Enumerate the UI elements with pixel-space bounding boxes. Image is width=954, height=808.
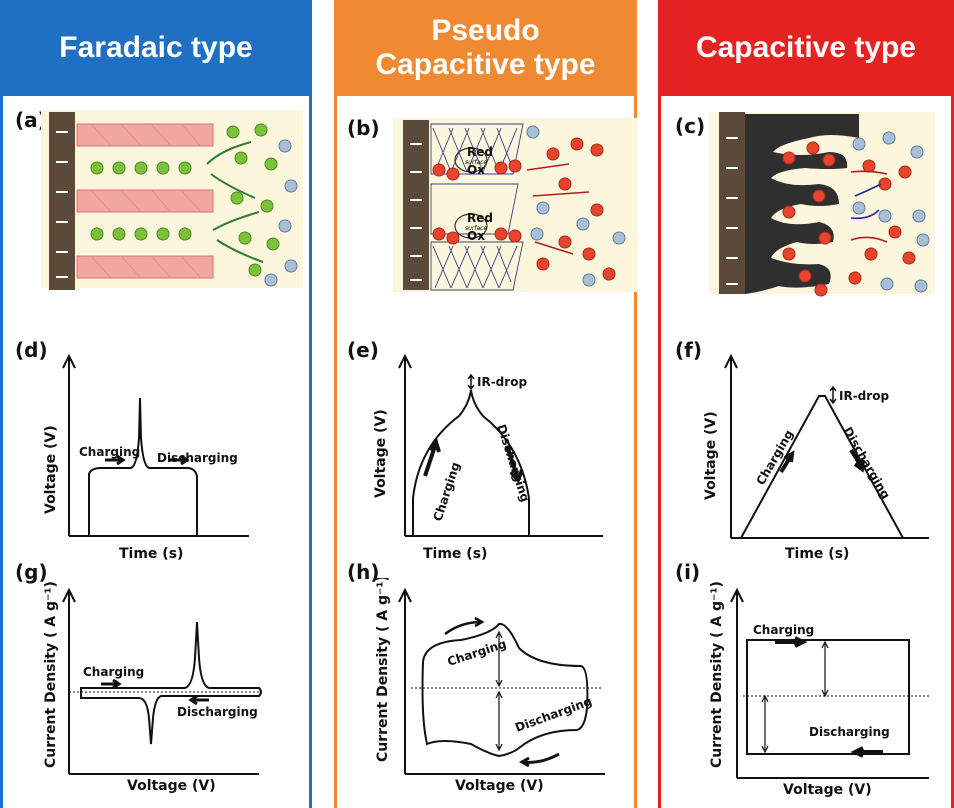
x-axis-label: Voltage (V) [783,782,872,798]
ox-label: Ox [467,229,485,243]
porous-lattice [430,123,524,291]
cv-faradaic-chart: Charging Discharging Current Density ( A… [43,581,262,794]
cv-curve [746,639,910,755]
charging-label: Charging [83,665,144,679]
li-ions [90,123,280,277]
red-ox-loops [454,147,488,239]
panel-label-i: (i) [675,560,701,584]
x-axis-label: Voltage (V) [127,778,216,794]
anions [264,139,298,287]
panel-label-h: (h) [347,560,380,584]
faradaic-schematic [41,110,303,290]
faradaic-column: Faradaic type (a) [0,0,312,808]
red-label: Red [467,145,493,159]
discharging-label: Discharging [494,423,532,504]
discharging-label: Discharging [157,451,238,465]
x-axis-label: Time (s) [785,546,849,562]
gcd-pseudo-chart: IR-drop Charging Discharging Voltage (V)… [373,353,603,562]
y-axis-label: Current Density ( A g⁻¹) [709,581,725,768]
y-axis-label: Current Density ( A g⁻¹) [375,578,391,762]
charging-label: Charging [431,460,463,523]
electrode [49,112,75,290]
panel-label-c: (c) [675,114,706,138]
gcd-faradaic-chart: Charging Discharging Voltage (V) Time (s… [43,353,249,562]
cv-pseudo-chart: Charging Discharging Current Density ( A… [375,578,605,794]
panel-label-b: (b) [347,116,380,140]
cv-curve [421,622,589,758]
capacitive-header: Capacitive type [661,0,951,96]
cv-capacitive-chart: Charging Discharging Current Density ( A… [709,581,929,798]
discharging-label: Discharging [513,694,594,735]
pseudo-schematic: Red surface Ox Red surface Ox [393,118,638,292]
gcd-capacitive-chart: IR-drop Charging Discharging Voltage (V)… [703,353,929,562]
y-axis-label: Voltage (V) [703,411,719,500]
panel-label-e: (e) [347,338,379,362]
x-axis-label: Voltage (V) [455,778,544,794]
ox-label: Ox [467,163,485,177]
y-axis-label: Current Density ( A g⁻¹) [43,581,59,768]
discharging-label: Discharging [809,725,890,739]
discharging-label: Discharging [177,705,258,719]
electrode [719,112,745,294]
electrode [403,120,429,290]
pseudo-title: Pseudo Capacitive type [375,14,596,81]
y-axis-label: Voltage (V) [43,425,59,514]
red-label: Red [467,211,493,225]
surface-label: surface [465,225,487,232]
panel-label-f: (f) [675,338,702,362]
anions [852,131,930,293]
capacitive-schematic [709,112,935,297]
pseudo-column: Pseudo Capacitive type (b) Red surface O… [334,0,638,808]
pseudo-header: Pseudo Capacitive type [337,0,634,96]
cv-curve [80,621,262,745]
x-axis-label: Time (s) [119,546,183,562]
anions [526,125,626,287]
layered-host [76,123,214,279]
cations [432,137,616,281]
gcd-curve [88,397,198,536]
capacitive-column: Capacitive type (c) (f) [658,0,954,808]
panel-label-d: (d) [15,338,48,362]
surface-label: surface [465,159,487,166]
x-axis-label: Time (s) [423,546,487,562]
discharging-label: Discharging [840,425,892,502]
ir-drop-label: IR-drop [839,389,889,403]
charging-label: Charging [79,445,140,459]
faradaic-header: Faradaic type [3,0,309,96]
charging-label: Charging [753,623,814,637]
y-axis-label: Voltage (V) [373,409,389,498]
cations [782,141,916,297]
capacitive-title: Capacitive type [695,31,917,64]
panel-label-g: (g) [15,560,48,584]
faradaic-title: Faradaic type [59,31,253,64]
ir-drop-label: IR-drop [477,375,527,389]
